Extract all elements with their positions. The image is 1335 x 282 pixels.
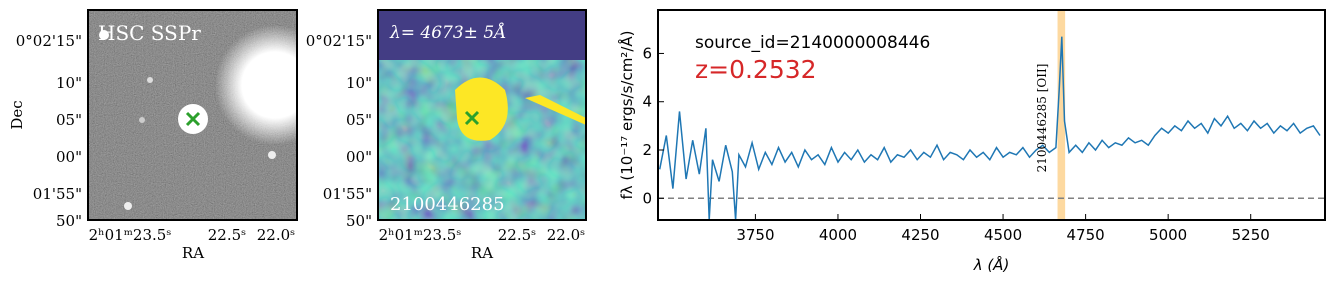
x-tick-label: 22.5ˢ [498,226,536,244]
annotation-line: 2100446285 [OII] [1035,64,1049,173]
x-tick-label: 5000 [1149,226,1187,244]
annotation-redshift: z=0.2532 [695,55,817,84]
y-tick-label: 4 [642,93,652,111]
y-tick-label: 05" [56,111,82,129]
x-axis-label: RA [471,244,493,262]
highlight-band [1057,10,1066,220]
y-tick-label: 10" [346,74,372,92]
y-tick-label: 50" [346,212,372,230]
axes-frame [87,9,298,221]
y-tick-label: 01'55" [33,185,82,203]
x-axis-label: RA [182,244,204,262]
x-tick-label: 4250 [901,226,939,244]
y-tick-label: 00" [346,148,372,166]
x-tick-label: 3750 [736,226,774,244]
image-subtitle: 2100446285 [390,194,505,215]
y-tick-label: 10" [56,74,82,92]
x-tick-label: 4750 [1067,226,1105,244]
y-tick-label: 6 [642,44,652,62]
image-title: HSC SSPr [98,21,201,45]
x-axis-label: λ (Å) [973,255,1010,274]
x-tick-label: 5250 [1232,226,1270,244]
y-axis-label: Dec [8,100,26,129]
image-2 [378,10,586,220]
y-tick-label: 01'55" [323,185,372,203]
spectrum-panel: 3750 4000 4250 4500 4750 5000 5250 0 2 4 6 λ (Å) fλ … [617,9,1326,274]
x-tick-label: 4500 [984,226,1022,244]
y-tick-label: 0 [642,189,652,207]
x-tick-label: 22.0ˢ [547,226,585,244]
spectrum-line [658,36,1321,221]
x-tick-label: 4000 [819,226,857,244]
image-1 [88,10,297,220]
y-tick-label: 0°02'15" [306,32,372,50]
x-tick-label: 2ʰ01ᵐ23.5ˢ [89,226,172,244]
axes-frame [657,9,1326,221]
x-tick-label: 22.0ˢ [257,226,295,244]
annotation: source_id=2140000008446 [695,33,930,53]
x-tick-label: 22.5ˢ [208,226,246,244]
y-tick-label: 0°02'15" [16,32,82,50]
y-tick-label: 00" [56,148,82,166]
x-tick-label: 2ʰ01ᵐ23.5ˢ [379,226,462,244]
y-tick-label: 2 [642,141,652,159]
axes-frame [377,9,587,221]
y-axis-label: fλ (10⁻¹⁷ ergs/s/cm²/Å) [617,30,636,199]
y-tick-label: 50" [56,212,82,230]
image-title: λ= 4673± 5Å [389,22,506,43]
y-tick-label: 05" [346,111,372,129]
